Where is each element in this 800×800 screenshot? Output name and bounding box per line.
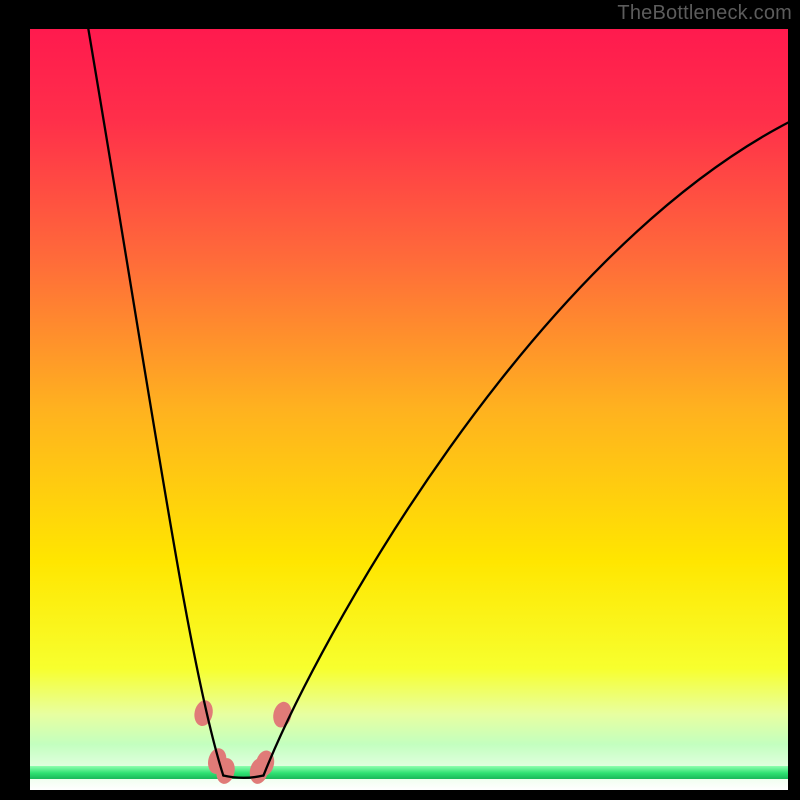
watermark-text: TheBottleneck.com [617, 2, 792, 25]
frame-bottom [0, 790, 800, 800]
curve-layer [30, 29, 788, 790]
right-curve [263, 123, 788, 776]
frame-right [788, 0, 800, 800]
bottom-flat [223, 776, 263, 778]
frame-left [0, 0, 30, 800]
plot-area [30, 29, 788, 790]
left-curve [88, 29, 223, 776]
